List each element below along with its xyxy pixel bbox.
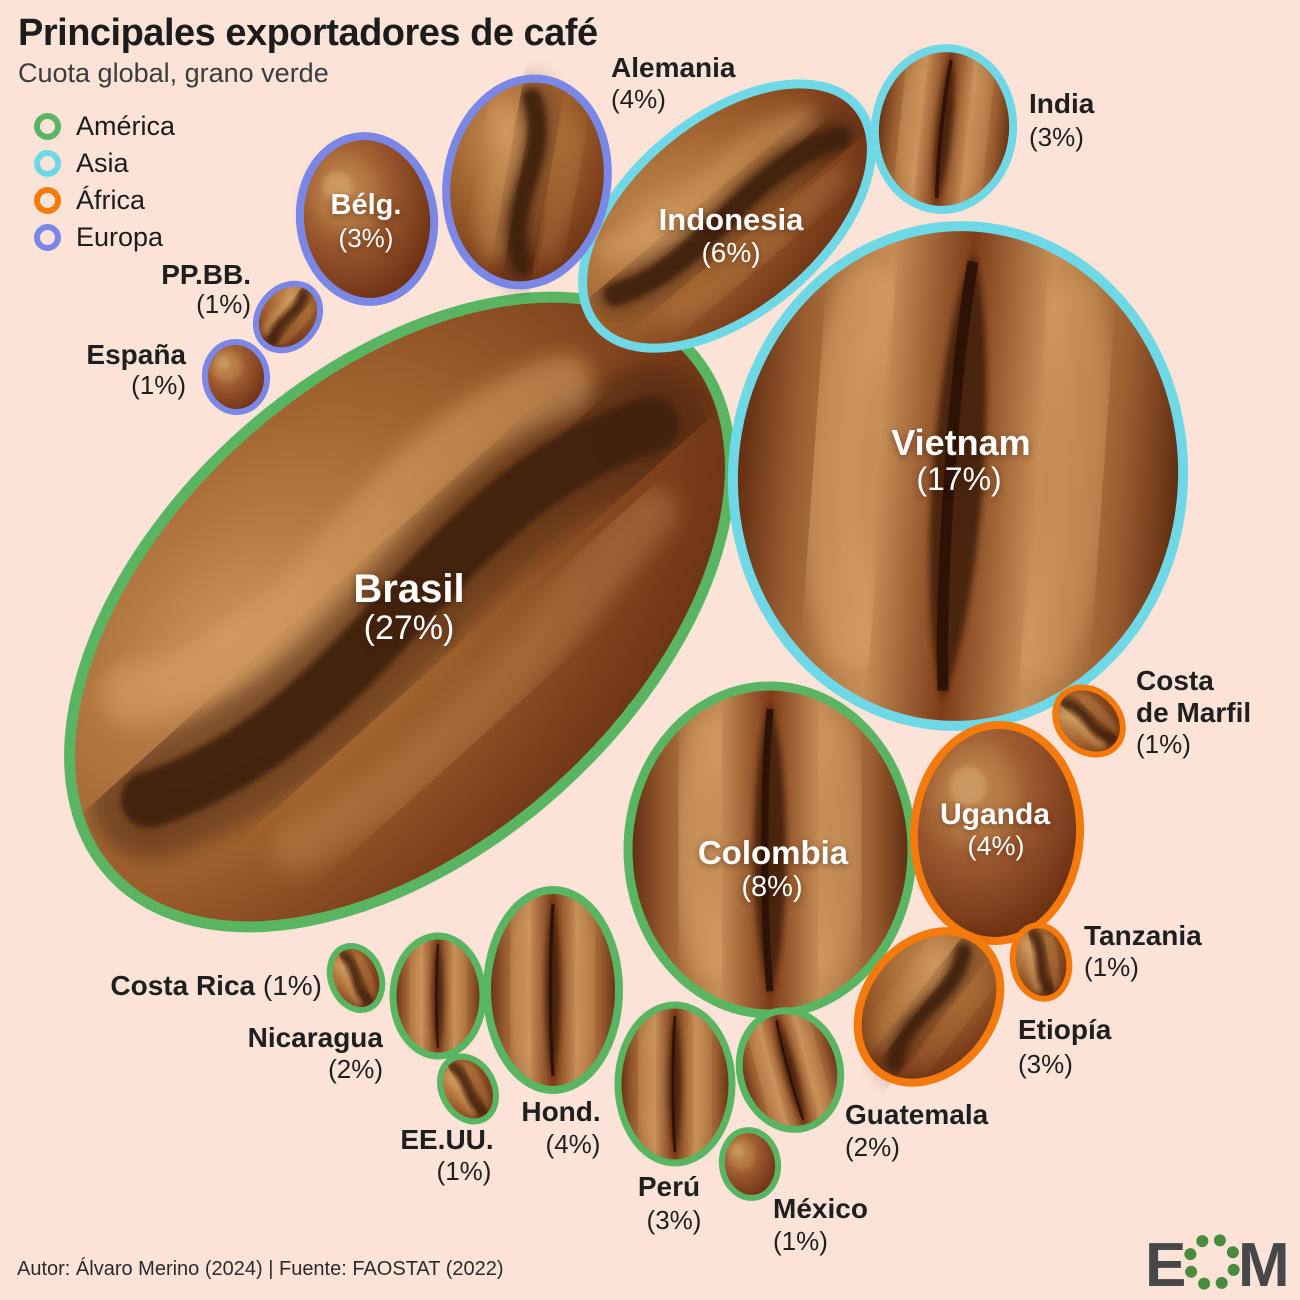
- bean-guatemala: [735, 1007, 845, 1133]
- legend-label: África: [76, 185, 146, 215]
- bean-vietnam: [727, 221, 1189, 731]
- bean-etiopia: [853, 927, 1005, 1087]
- bean-espana: [201, 339, 271, 415]
- logo-dotted-o-icon: [1184, 1234, 1240, 1290]
- legend-ring-icon: [34, 113, 61, 140]
- credit-line: Autor: Álvaro Merino (2024) | Fuente: FA…: [17, 1258, 504, 1280]
- legend-ring-icon: [34, 224, 61, 251]
- legend-label: Asia: [76, 148, 129, 178]
- bean-costarica: [326, 943, 386, 1013]
- bean-tanzania: [1009, 922, 1073, 1002]
- bean-marfil: [1052, 684, 1126, 758]
- legend: América Asia África Europa: [34, 108, 175, 256]
- bean-india: [870, 44, 1018, 214]
- logo-letter-m: M: [1238, 1233, 1290, 1293]
- beans-layer: [64, 44, 1189, 1201]
- legend-ring-icon: [34, 150, 61, 177]
- bean-colombia: [623, 681, 917, 1019]
- legend-label: Europa: [76, 222, 164, 252]
- legend-item-américa: América: [34, 108, 175, 145]
- bean-mexico: [718, 1127, 782, 1201]
- bean-nicaragua: [389, 932, 487, 1060]
- eom-logo: E M: [1145, 1233, 1290, 1293]
- bean-brasil: [64, 291, 736, 933]
- bean-belgica: [295, 132, 439, 306]
- bean-eeuu: [437, 1053, 499, 1125]
- legend-ring-icon: [34, 187, 61, 214]
- legend-item-áfrica: África: [34, 182, 175, 219]
- bean-hond: [483, 886, 623, 1094]
- page-title: Principales exportadores de café: [18, 12, 598, 54]
- bean-ppbb: [252, 280, 324, 354]
- bean-uganda: [909, 721, 1085, 945]
- page-subtitle: Cuota global, grano verde: [18, 58, 329, 88]
- legend-item-europa: Europa: [34, 219, 175, 256]
- bean-peru: [614, 1001, 736, 1167]
- legend-item-asia: Asia: [34, 145, 175, 182]
- logo-letter-e: E: [1145, 1233, 1186, 1293]
- legend-label: América: [76, 111, 176, 141]
- bean-indonesia: [578, 79, 876, 353]
- bean-alemania: [442, 74, 612, 290]
